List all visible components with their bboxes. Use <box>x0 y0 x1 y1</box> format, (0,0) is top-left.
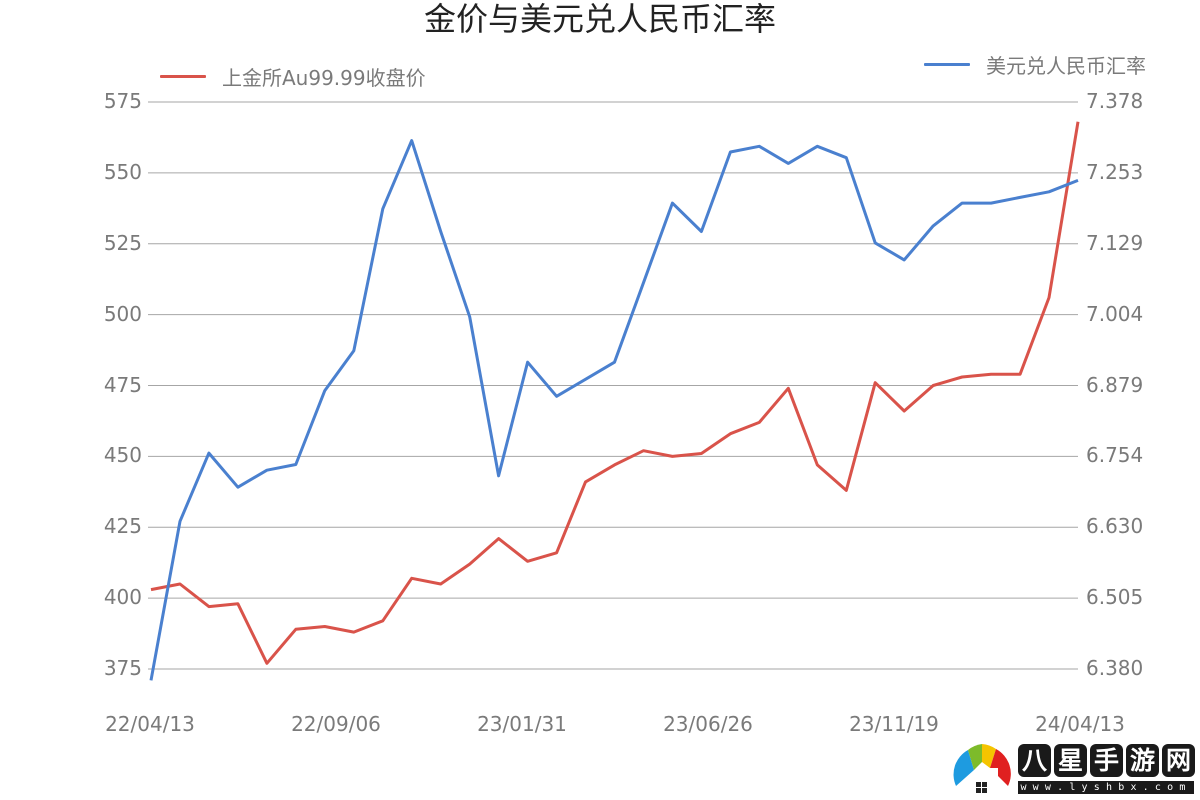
left-y-tick: 500 <box>103 301 142 326</box>
x-tick: 23/01/31 <box>477 712 567 736</box>
chart-title: 金价与美元兑人民币汇率 <box>423 0 776 38</box>
right-y-tick: 7.253 <box>1086 159 1144 184</box>
left-y-tick: 425 <box>103 514 142 539</box>
gridlines <box>148 101 1078 670</box>
x-tick: 23/11/19 <box>849 712 939 736</box>
right-y-tick: 6.754 <box>1086 443 1144 468</box>
x-tick: 24/04/13 <box>1035 712 1125 736</box>
legend-item-gold[interactable]: 上金所Au99.99收盘价 <box>160 62 426 91</box>
legend-item-usdcny[interactable]: 美元兑人民币汇率 <box>924 50 1146 79</box>
right-y-tick: 6.630 <box>1086 514 1144 539</box>
right-y-tick: 6.380 <box>1086 656 1144 680</box>
watermark-brand: 八 星 手 游 网 <box>1018 744 1195 777</box>
legend-label-gold: 上金所Au99.99收盘价 <box>222 66 426 90</box>
left-y-tick: 475 <box>103 372 142 397</box>
house-logo-icon <box>953 744 1011 793</box>
left-y-tick: 550 <box>103 159 142 184</box>
right-y-tick: 6.879 <box>1086 372 1144 397</box>
legend-swatch-gold <box>160 75 206 78</box>
usdcny-rate-line <box>149 139 1079 681</box>
left-y-tick: 525 <box>103 230 142 255</box>
left-y-tick: 375 <box>103 656 142 680</box>
right-y-tick: 6.505 <box>1086 585 1144 610</box>
right-y-tick: 7.378 <box>1086 89 1144 113</box>
left-y-tick: 450 <box>103 443 142 468</box>
x-tick: 22/09/06 <box>291 712 381 736</box>
left-y-tick: 400 <box>103 585 142 610</box>
gold-price-line <box>150 121 1080 665</box>
x-tick: 23/06/26 <box>663 712 753 736</box>
legend-swatch-usdcny <box>924 63 970 66</box>
right-y-tick: 7.129 <box>1086 230 1144 255</box>
right-y-tick: 7.004 <box>1086 301 1144 326</box>
legend-label-usdcny: 美元兑人民币汇率 <box>986 54 1146 78</box>
left-y-tick: 575 <box>103 89 142 113</box>
x-tick: 22/04/13 <box>105 712 195 736</box>
watermark-logo: 八 星 手 游 网 www.lyshbx.com <box>952 740 1198 798</box>
watermark-url: www.lyshbx.com <box>1018 781 1194 794</box>
